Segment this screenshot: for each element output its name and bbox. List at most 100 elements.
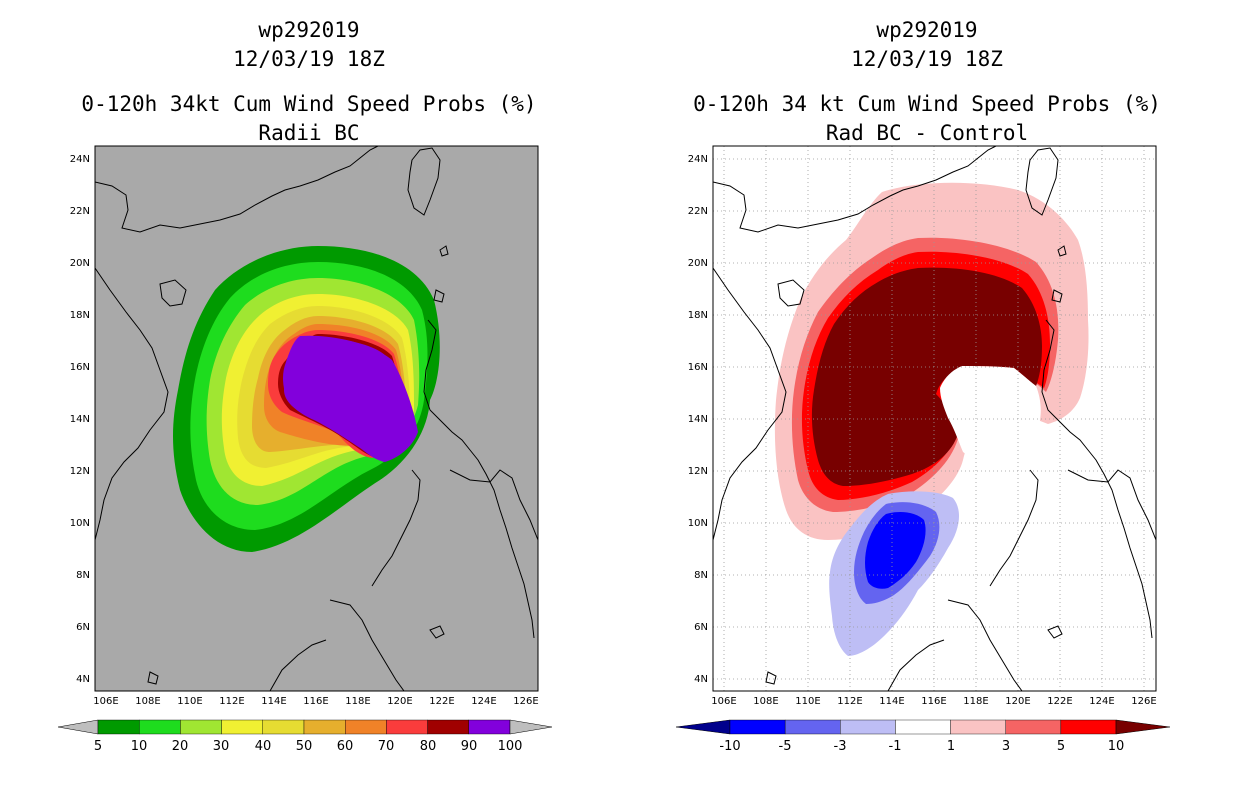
lon-label: 116E (303, 696, 328, 707)
lat-label: 20N (70, 258, 90, 269)
right-panel: wp292019 12/03/19 18Z 0-120h 34 kt Cum W… (618, 0, 1236, 800)
colorbar-box (180, 719, 222, 735)
lon-label: 126E (1131, 696, 1156, 707)
lat-label: 10N (688, 518, 708, 529)
lat-label: 12N (70, 466, 90, 477)
lat-labels: 24N 22N 20N 18N 16N 14N 12N 10N 8N 6N 4N (688, 154, 708, 685)
colorbar-labels: -10 -5 -3 -1 1 3 5 10 (719, 739, 1124, 754)
date-time: 12/03/19 18Z (233, 47, 385, 71)
colorbar-box (427, 719, 470, 735)
coastlines (95, 146, 538, 691)
lon-label: 114E (261, 696, 286, 707)
lat-label: 8N (76, 570, 90, 581)
lat-label: 14N (70, 414, 90, 425)
contour-neg-5 (865, 512, 926, 589)
probability-contours (173, 246, 440, 552)
lon-labels: 106E 108E 110E 112E 114E 116E 118E 120E … (711, 696, 1156, 707)
lat-label: 24N (688, 154, 708, 165)
lon-label: 118E (345, 696, 370, 707)
lon-label: 126E (513, 696, 538, 707)
right-map: 24N 22N 20N 18N 16N 14N 12N 10N 8N 6N 4N… (675, 145, 1171, 754)
contour-pos-10 (811, 267, 1042, 486)
lon-label: 122E (429, 696, 454, 707)
colorbar-under-triangle (675, 719, 731, 735)
colorbar-box (784, 719, 841, 735)
colorbar-label: 10 (1108, 739, 1125, 754)
colorbar-label: 40 (255, 739, 272, 754)
lon-label: 124E (1089, 696, 1114, 707)
colorbar-box (1005, 719, 1062, 735)
colorbar-label: 3 (1002, 739, 1010, 754)
colorbar-label: 70 (378, 739, 395, 754)
colorbar: -10 -5 -3 -1 1 3 5 10 (675, 719, 1171, 754)
colorbar-boxes (729, 719, 1117, 735)
lon-label: 106E (711, 696, 736, 707)
date-time: 12/03/19 18Z (851, 47, 1003, 71)
colorbar-label: 100 (498, 739, 523, 754)
lat-label: 12N (688, 466, 708, 477)
lat-label: 4N (76, 674, 90, 685)
colorbar-box (221, 719, 264, 735)
colorbar-box (262, 719, 305, 735)
colorbar: 5 10 20 30 40 50 60 70 80 90 100 (57, 719, 553, 754)
lon-label: 120E (1005, 696, 1030, 707)
colorbar-box (840, 719, 896, 735)
lon-label: 124E (471, 696, 496, 707)
left-map: 24N 22N 20N 18N 16N 14N 12N 10N 8N 6N 4N… (57, 145, 553, 754)
colorbar-label: -1 (889, 739, 902, 754)
lon-label: 114E (879, 696, 904, 707)
lat-label: 6N (76, 622, 90, 633)
lon-label: 108E (135, 696, 160, 707)
colorbar-label: -5 (779, 739, 792, 754)
lat-label: 22N (70, 206, 90, 217)
colorbar-label: 5 (1057, 739, 1065, 754)
lon-label: 106E (93, 696, 118, 707)
plot-title: 0-120h 34kt Cum Wind Speed Probs (%) (81, 92, 537, 116)
lat-label: 4N (694, 674, 708, 685)
lon-label: 110E (177, 696, 202, 707)
colorbar-box (138, 719, 181, 735)
lon-label: 108E (753, 696, 778, 707)
colorbar-box (1060, 719, 1117, 735)
colorbar-label: -3 (834, 739, 847, 754)
lon-label: 122E (1047, 696, 1072, 707)
lat-label: 24N (70, 154, 90, 165)
storm-id: wp292019 (876, 18, 978, 42)
colorbar-box (97, 719, 140, 735)
colorbar-label: 10 (131, 739, 148, 754)
lon-label: 116E (921, 696, 946, 707)
storm-id: wp292019 (258, 18, 360, 42)
lat-label: 10N (70, 518, 90, 529)
colorbar-over-triangle (1115, 719, 1171, 735)
map-frame (712, 145, 1157, 692)
colorbar-box (345, 719, 387, 735)
colorbar-box (303, 719, 346, 735)
lat-label: 14N (688, 414, 708, 425)
lon-label: 120E (387, 696, 412, 707)
colorbar-label: 80 (420, 739, 437, 754)
colorbar-label: 20 (172, 739, 189, 754)
lat-label: 8N (694, 570, 708, 581)
colorbar-label: 60 (337, 739, 354, 754)
plot-subtitle: Radii BC (258, 121, 360, 145)
coastlines (713, 146, 1156, 691)
colorbar-box (950, 719, 1006, 735)
gridlines (713, 146, 1156, 691)
colorbar-label: 1 (947, 739, 955, 754)
lon-label: 110E (795, 696, 820, 707)
colorbar-box (386, 719, 428, 735)
colorbar-boxes (97, 719, 511, 735)
colorbar-box (729, 719, 786, 735)
map-frame (94, 145, 539, 692)
lon-label: 112E (219, 696, 244, 707)
colorbar-labels: 5 10 20 30 40 50 60 70 80 90 100 (94, 739, 523, 754)
lat-label: 18N (688, 310, 708, 321)
lon-label: 112E (837, 696, 862, 707)
lat-label: 16N (688, 362, 708, 373)
colorbar-under-triangle (57, 719, 99, 735)
colorbar-label: 50 (296, 739, 313, 754)
colorbar-label: -10 (719, 739, 740, 754)
notch (940, 366, 1041, 463)
colorbar-over-triangle (509, 719, 553, 735)
lat-label: 18N (70, 310, 90, 321)
